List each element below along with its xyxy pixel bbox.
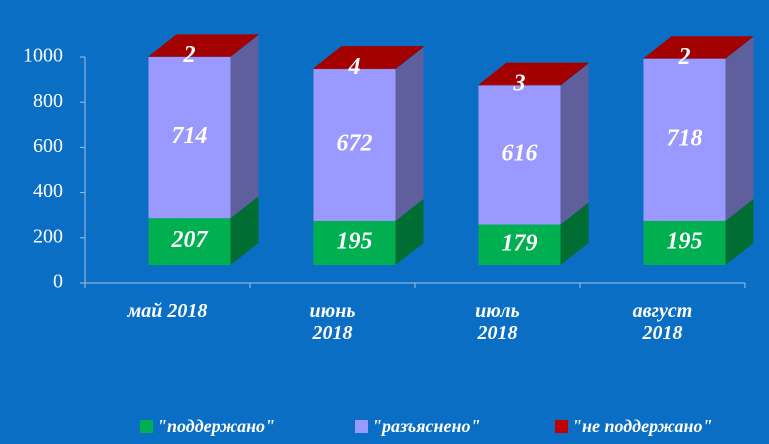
bar-segment [643,58,726,221]
x-tick-label: июль 2018 [475,300,520,344]
bar-segment [643,220,726,265]
bar-side [230,196,259,265]
legend-swatch [140,420,153,433]
bar-segment [478,85,561,225]
bar-top [643,36,754,59]
bar-segment [478,224,561,265]
bar-side [560,202,589,265]
y-tick-label: 200 [33,225,63,247]
value-label: 2 [183,42,196,68]
y-tick-label: 600 [33,135,63,157]
value-label: 179 [502,230,538,256]
legend-label: "не поддержано" [572,416,713,436]
legend-label: "поддержано" [157,416,276,436]
value-label: 714 [172,123,208,149]
x-tick-label: май 2018 [127,300,208,322]
value-label: 2 [678,44,691,70]
value-label: 207 [171,227,209,253]
y-tick-label: 1000 [23,45,63,67]
bar-top [478,62,589,85]
bar-side [230,34,259,219]
x-tick-label: август 2018 [632,300,693,344]
value-label: 3 [513,70,526,96]
value-label: 195 [337,228,373,254]
bar-side [395,46,424,70]
bar-segment [313,69,396,221]
bar-side [725,36,754,221]
bar-side [560,63,589,225]
bar-segment [148,56,231,219]
bar-side [395,198,424,265]
legend-label: "разъяснено" [372,416,481,436]
legend-item: "разъяснено" [355,416,481,437]
value-label: 195 [667,228,703,254]
x-tick-label: июнь 2018 [309,300,356,344]
bar-top [313,46,424,69]
bar-segment [478,84,561,86]
y-tick-label: 800 [33,90,63,112]
legend-item: "поддержано" [140,416,275,437]
bar-side [725,36,754,59]
bar-segment [313,68,396,70]
legend-swatch [555,420,568,433]
bar-side [230,34,259,57]
y-tick-label: 0 [53,271,63,293]
value-label: 672 [337,130,373,156]
bar-side [395,47,424,221]
bar-side [560,62,589,86]
legend-swatch [355,420,368,433]
bar-segment [313,220,396,265]
bar-side [725,198,754,265]
bar-segment [148,218,231,265]
value-label: 616 [502,140,538,166]
legend-item: "не поддержано" [555,416,713,437]
y-tick-label: 400 [33,180,63,202]
bar-top [148,34,259,57]
value-label: 4 [348,54,361,80]
value-label: 718 [667,125,703,151]
